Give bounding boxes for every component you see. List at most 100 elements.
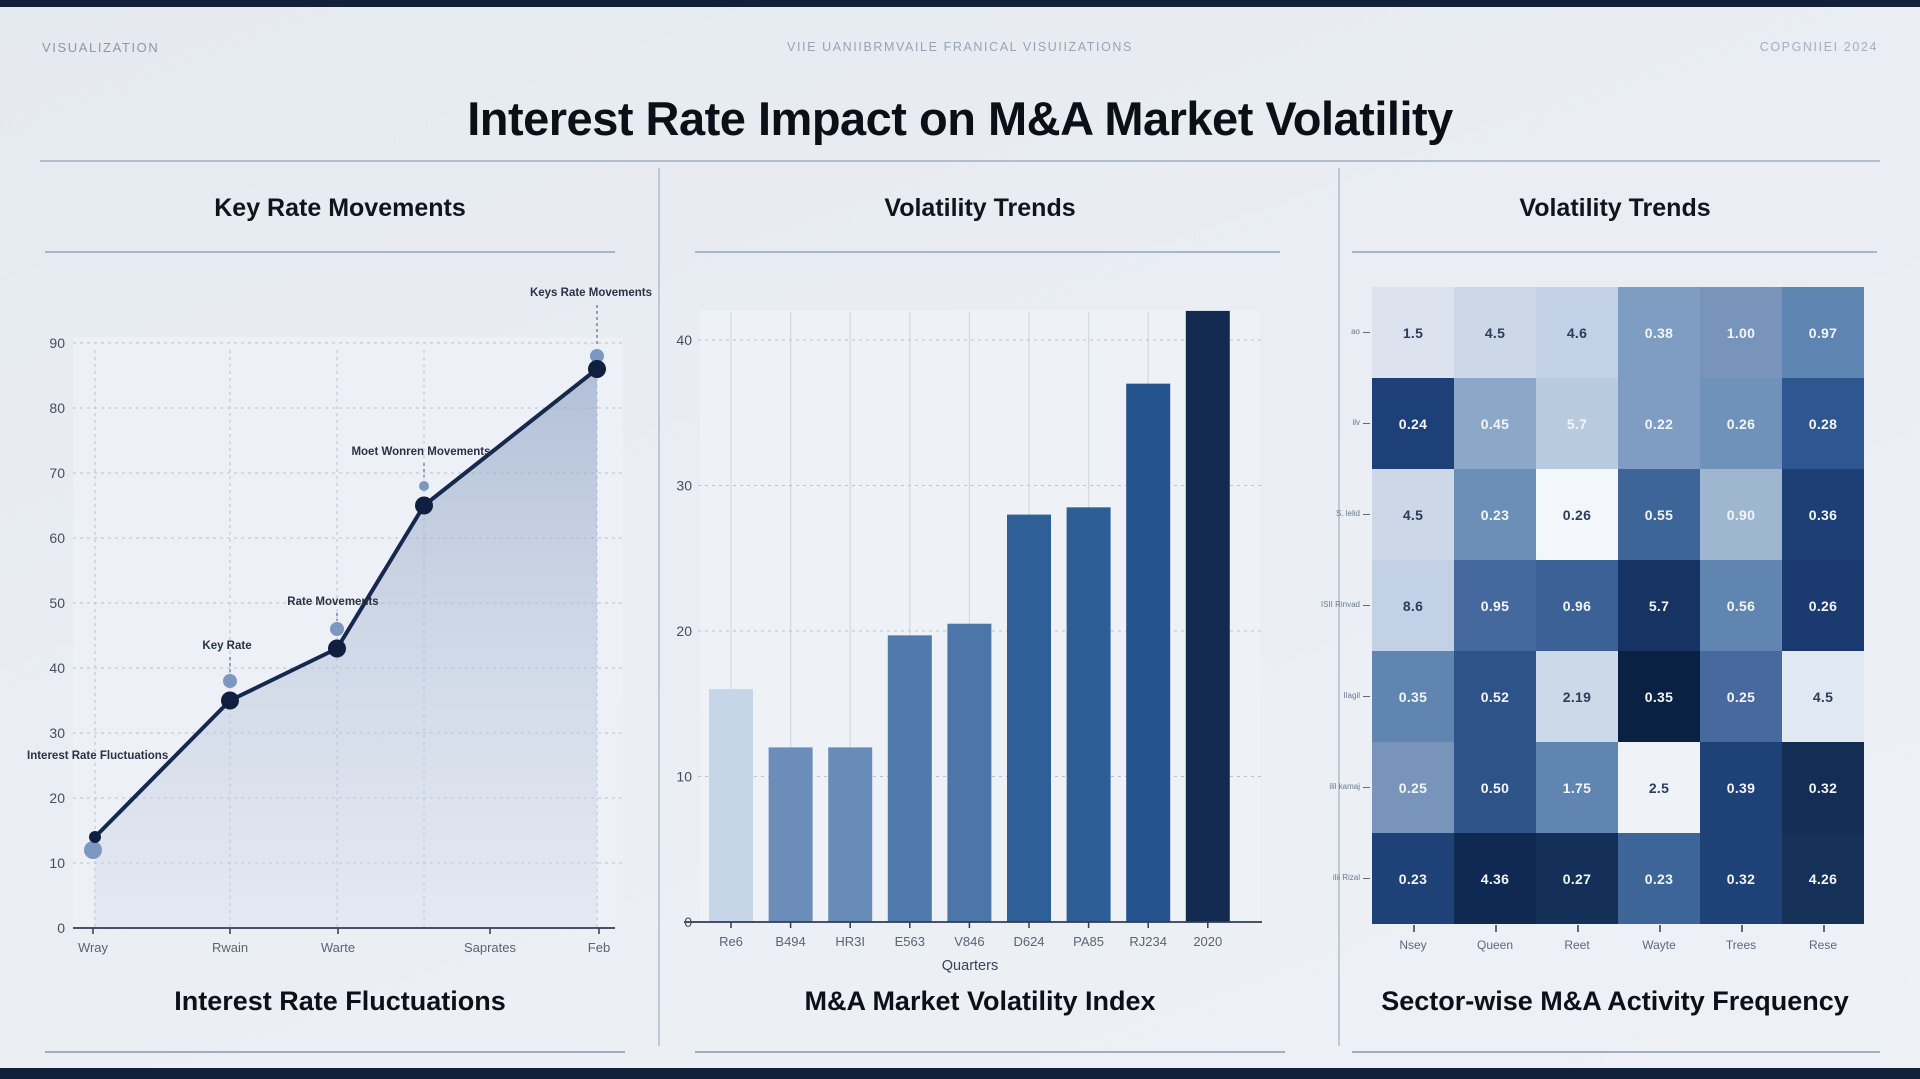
heatmap-row-tick [1363, 513, 1370, 515]
bar [709, 689, 753, 922]
heatmap-cell: 0.55 [1618, 469, 1700, 560]
header-center-label: VIIE UANIIBRMVAILE FRANICAL VISUIIZATION… [787, 40, 1133, 54]
panel-title-volatility: Volatility Trends [884, 194, 1076, 222]
heatmap-cell: 0.26 [1536, 469, 1618, 560]
data-point-marker [89, 831, 101, 843]
bar [828, 747, 873, 922]
heatmap-row-tick [1363, 604, 1370, 606]
heatmap-cell: 0.25 [1700, 651, 1782, 742]
x-tick-label: E563 [895, 934, 925, 949]
heatmap-row-label: Ilagil [1343, 691, 1360, 700]
line-annotation: Keys Rate Movements [530, 287, 652, 299]
bar [1066, 507, 1111, 922]
caption-bar-chart: M&A Market Volatility Index [804, 986, 1156, 1016]
caption-rule-right [1352, 1051, 1880, 1053]
data-point-marker [221, 691, 239, 710]
heatmap-col-tick [1495, 925, 1497, 932]
x-tick-label: Wray [78, 940, 109, 955]
heatmap: 1.5 4.5 4.6 0.38 1.00 0.97 0.24 0.45 5.7 0.22 0.26… [1372, 287, 1864, 924]
y-tick-label: 80 [49, 400, 65, 416]
heatmap-cell: 1.75 [1536, 742, 1618, 833]
heatmap-cell: 0.45 [1454, 378, 1536, 469]
panel-title-heatmap: Volatility Trends [1519, 194, 1711, 222]
heatmap-cell: 0.50 [1454, 742, 1536, 833]
top-edge-strip [0, 0, 1920, 7]
y-tick-label: 20 [49, 790, 65, 806]
heatmap-cell: 0.90 [1700, 469, 1782, 560]
y-tick-label: 70 [49, 465, 65, 481]
heatmap-cell: 0.23 [1372, 833, 1454, 924]
header-rule [40, 160, 1880, 162]
heatmap-cell: 4.6 [1536, 287, 1618, 378]
heatmap-col-tick [1413, 925, 1415, 932]
y-tick-label: 90 [49, 335, 65, 351]
heatmap-row-label: ilv [1352, 418, 1360, 427]
heatmap-cell: 5.7 [1536, 378, 1618, 469]
y-tick-label: 0 [684, 914, 692, 930]
x-tick-label: Feb [588, 940, 610, 955]
heatmap-row-tick [1363, 695, 1370, 697]
heatmap-col-label: Queen [1476, 938, 1514, 952]
heatmap-row-label: S. lelid [1335, 509, 1360, 518]
secondary-point-marker [223, 674, 237, 688]
header-left-label: VISUALIZATION [42, 40, 160, 55]
caption-rule-left [45, 1051, 625, 1053]
heatmap-cell: 0.35 [1372, 651, 1454, 742]
x-tick-label: V846 [954, 934, 984, 949]
bottom-edge-strip [0, 1068, 1920, 1079]
heatmap-cell: 4.5 [1372, 469, 1454, 560]
line-annotation: Key Rate [202, 640, 251, 652]
x-tick-label: 2020 [1193, 934, 1222, 949]
heatmap-cell: 4.36 [1454, 833, 1536, 924]
x-tick-label: B494 [775, 934, 805, 949]
heatmap-cell: 0.23 [1454, 469, 1536, 560]
line-annotation: Rate Movements [287, 596, 378, 608]
heatmap-col-label: Trees [1725, 938, 1757, 952]
panel-divider-right [1338, 168, 1340, 1046]
heatmap-col-label: Wayte [1642, 938, 1676, 952]
heatmap-col-tick [1823, 925, 1825, 932]
heatmap-row-label: ao [1351, 327, 1360, 336]
heatmap-cell: 0.97 [1782, 287, 1864, 378]
panel-title-rates: Key Rate Movements [214, 194, 466, 222]
caption-line-chart: Interest Rate Fluctuations [174, 986, 506, 1016]
bar [1185, 310, 1230, 922]
panel-divider-left [658, 168, 660, 1046]
heatmap-row-tick [1363, 422, 1370, 424]
line-chart: 0 10 20 30 40 50 60 70 80 90 Wray Rwain Warte Saprate… [27, 287, 652, 955]
x-tick-label: RJ234 [1129, 934, 1167, 949]
y-tick-label: 20 [676, 623, 692, 639]
heatmap-row-label: ilil kamaj [1329, 782, 1360, 791]
heatmap-col-tick [1659, 925, 1661, 932]
bar [947, 623, 992, 922]
heatmap-cell: 4.26 [1782, 833, 1864, 924]
heatmap-cell: 4.5 [1782, 651, 1864, 742]
bar [768, 747, 813, 922]
heatmap-cell: 0.38 [1618, 287, 1700, 378]
y-tick-label: 10 [676, 769, 692, 785]
heatmap-cell: 8.6 [1372, 560, 1454, 651]
heatmap-row-tick [1363, 786, 1370, 788]
heatmap-cell: 0.35 [1618, 651, 1700, 742]
y-tick-label: 30 [49, 725, 65, 741]
heatmap-cell: 0.28 [1782, 378, 1864, 469]
y-tick-label: 30 [676, 478, 692, 494]
heatmap-cell: 4.5 [1454, 287, 1536, 378]
heatmap-cell: 0.25 [1372, 742, 1454, 833]
x-axis-label: Quarters [942, 958, 998, 974]
heatmap-cell: 0.39 [1700, 742, 1782, 833]
y-tick-label: 50 [49, 595, 65, 611]
heatmap-cell: 0.23 [1618, 833, 1700, 924]
x-tick-label: PA85 [1073, 934, 1104, 949]
x-tick-label: HR3I [835, 934, 865, 949]
bar-chart: 0 10 20 30 40 Re6 B494 HR3I E563 V846 D624 PA85 RJ23… [676, 310, 1262, 974]
heatmap-row-tick [1363, 331, 1370, 333]
x-tick-label: D624 [1013, 934, 1044, 949]
heatmap-col-tick [1577, 925, 1579, 932]
title-rule-middle [695, 251, 1280, 253]
line-annotation: Interest Rate Fluctuations [27, 750, 168, 762]
heatmap-row-label: ilii Rizal [1332, 873, 1360, 882]
data-point-marker [588, 360, 606, 378]
bar [1007, 514, 1051, 922]
